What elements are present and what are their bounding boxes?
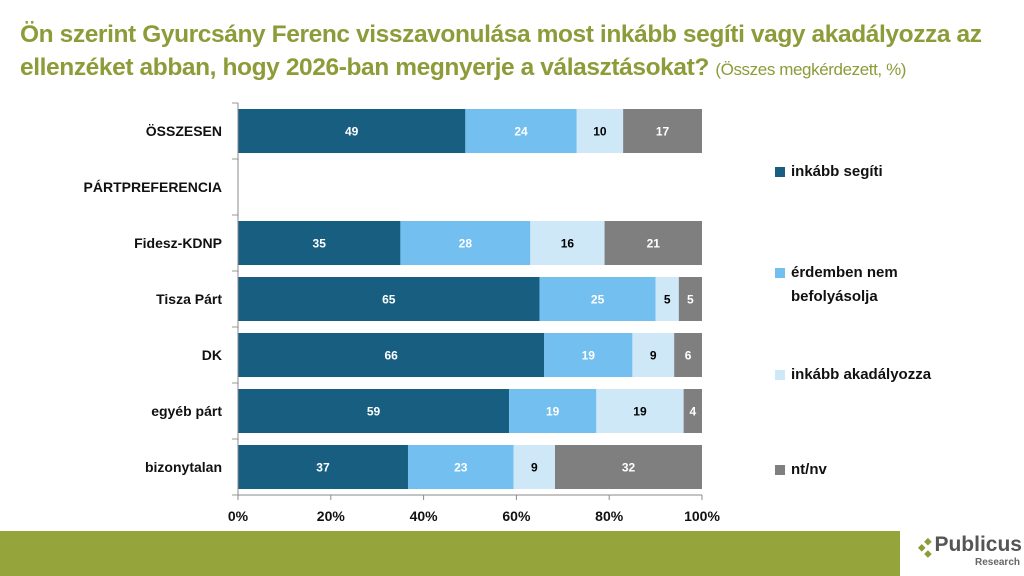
data-label: 24 (514, 125, 528, 139)
bar-segment (632, 333, 675, 377)
data-label: 19 (582, 349, 596, 363)
legend-label: érdemben nem (791, 264, 898, 281)
category-label: bizonytalan (145, 459, 222, 475)
chart-title: Ön szerint Gyurcsány Ferenc visszavonulá… (20, 18, 1010, 86)
data-label: 35 (313, 237, 327, 251)
category-label: egyéb párt (151, 403, 222, 419)
x-tick-label: 100% (684, 508, 720, 524)
bar-segment (238, 445, 408, 489)
data-label: 5 (687, 293, 694, 307)
data-label: 4 (689, 405, 696, 419)
bar-segment (238, 109, 466, 153)
legend-label: inkább akadályozza (791, 366, 932, 383)
category-label: Tisza Párt (156, 291, 222, 307)
data-label: 5 (664, 293, 671, 307)
bar-segment (539, 277, 656, 321)
legend-label: befolyásolja (791, 288, 878, 305)
bar-segment (544, 333, 633, 377)
data-label: 17 (656, 125, 670, 139)
legend-item-nem-befolyasolja: érdemben nem befolyásolja (775, 261, 898, 309)
bar-segment (655, 277, 679, 321)
legend-label: inkább segíti (791, 163, 883, 180)
bar-segment (678, 277, 702, 321)
x-tick-label: 60% (502, 508, 531, 524)
title-main: Ön szerint Gyurcsány Ferenc visszavonulá… (20, 21, 982, 81)
data-label: 21 (647, 237, 661, 251)
data-label: 49 (345, 125, 359, 139)
data-label: 9 (650, 349, 657, 363)
data-label: 19 (633, 405, 647, 419)
data-label: 16 (561, 237, 575, 251)
logo-text: Publicus (934, 533, 1022, 556)
legend-item-segiti: inkább segíti (775, 160, 883, 184)
data-label: 25 (591, 293, 605, 307)
data-label: 65 (382, 293, 396, 307)
bar-segment (407, 445, 514, 489)
bar-segment (238, 277, 540, 321)
data-label: 23 (454, 461, 468, 475)
bar-segment (465, 109, 577, 153)
bar-segment (554, 445, 702, 489)
legend-item-ntnv: nt/nv (775, 458, 827, 482)
bar-segment (623, 109, 702, 153)
logo-icon (917, 537, 932, 558)
bar-segment (400, 221, 531, 265)
data-label: 37 (316, 461, 330, 475)
bar-segment (576, 109, 624, 153)
category-label: PÁRTPREFERENCIA (84, 179, 222, 195)
title-subtitle: (Összes megkérdezett, %) (715, 60, 907, 79)
x-tick-label: 80% (595, 508, 624, 524)
x-tick-label: 20% (317, 508, 346, 524)
bar-segment (604, 221, 702, 265)
publicus-logo: Publicus Research (916, 534, 1022, 574)
bar-segment (238, 333, 545, 377)
logo-subtext: Research (974, 557, 1020, 568)
bar-segment (509, 389, 597, 433)
bar-segment (596, 389, 684, 433)
data-label: 9 (531, 461, 538, 475)
bar-segment (530, 221, 605, 265)
category-label: Fidesz-KDNP (134, 235, 222, 251)
x-tick-label: 0% (228, 508, 249, 524)
bar-segment (683, 389, 702, 433)
data-label: 32 (622, 461, 636, 475)
bar-segment (238, 389, 510, 433)
bar-segment (674, 333, 702, 377)
data-label: 6 (685, 349, 692, 363)
data-label: 28 (459, 237, 473, 251)
data-label: 10 (593, 125, 607, 139)
bar-segment (513, 445, 555, 489)
category-label: DK (202, 347, 222, 363)
legend-item-akadalyozza: inkább akadályozza (775, 363, 931, 387)
legend-label: nt/nv (791, 461, 827, 478)
x-tick-label: 40% (410, 508, 439, 524)
category-label: ÖSSZESEN (146, 123, 222, 139)
data-label: 19 (546, 405, 560, 419)
bar-segment (238, 221, 401, 265)
footer-band (0, 531, 900, 576)
data-label: 66 (384, 349, 398, 363)
data-label: 59 (367, 405, 381, 419)
